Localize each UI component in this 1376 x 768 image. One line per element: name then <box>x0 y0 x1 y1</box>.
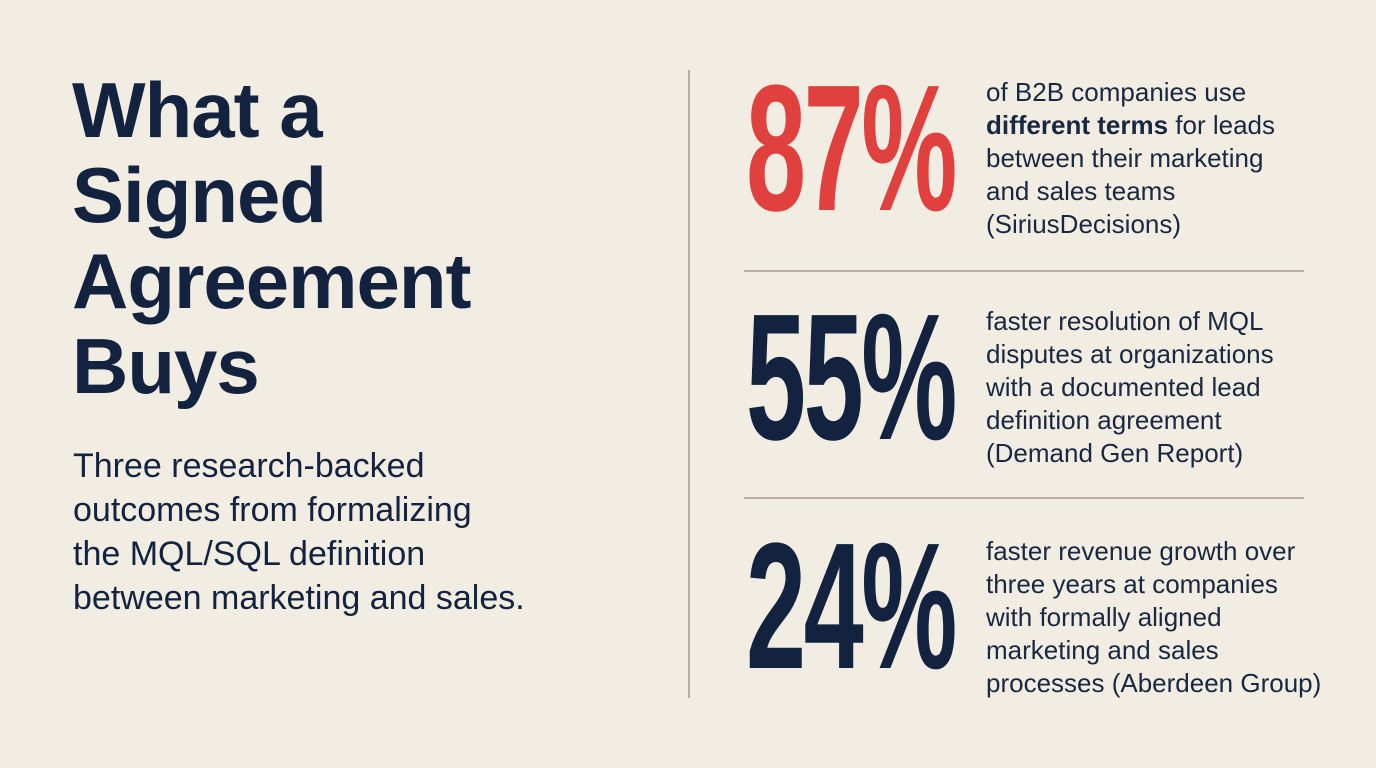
title-line: Agreement <box>72 237 471 325</box>
title-line: Buys <box>72 322 259 410</box>
text-segment: faster resolution of MQL <box>986 306 1263 336</box>
stat-description-line: with formally aligned <box>985 602 1222 632</box>
stat-description-line: between their marketing <box>986 143 1263 173</box>
title-line: Signed <box>72 151 326 239</box>
stat-description-line: definition agreement <box>986 405 1222 435</box>
stat-description-line: of B2B companies use <box>986 77 1246 107</box>
text-segment: definition agreement <box>986 405 1222 435</box>
subtitle-line: the MQL/SQL definition <box>73 535 425 573</box>
text-segment: between their marketing <box>986 143 1263 173</box>
stat-description-line: (SiriusDecisions) <box>986 209 1181 239</box>
stat-number-group: 55% <box>746 278 958 478</box>
stat-description-line: (Demand Gen Report) <box>986 438 1243 468</box>
stat-number: 24% <box>746 507 955 707</box>
subtitle-line: between marketing and sales. <box>73 579 525 617</box>
stat-description-line: faster resolution of MQL <box>986 306 1263 336</box>
text-segment: marketing and sales <box>986 635 1219 665</box>
stat-description-line: and sales teams <box>986 176 1175 206</box>
stat-description-line: with a documented lead <box>985 372 1261 402</box>
text-segment: disputes at organizations <box>986 339 1274 369</box>
text-segment: and sales teams <box>986 176 1175 206</box>
text-segment: with formally aligned <box>985 602 1222 632</box>
text-segment: with a documented lead <box>985 372 1261 402</box>
text-segment: (SiriusDecisions) <box>986 209 1181 239</box>
stat-description-line: processes (Aberdeen Group) <box>986 668 1321 698</box>
text-segment: processes (Aberdeen Group) <box>986 668 1321 698</box>
bold-text: different terms <box>986 110 1168 140</box>
text-segment: of B2B companies use <box>986 77 1246 107</box>
text-segment: (Demand Gen Report) <box>986 438 1243 468</box>
stat-number-group: 87% <box>746 49 958 249</box>
title-line: What a <box>72 66 323 154</box>
text-segment: for leads <box>1168 110 1275 140</box>
stat-description-line: disputes at organizations <box>986 339 1274 369</box>
stat-description-line: different terms for leads <box>986 110 1275 140</box>
stat-description-line: three years at companies <box>986 569 1278 599</box>
text-segment: faster revenue growth over <box>986 536 1296 566</box>
stat-number: 87% <box>746 49 955 249</box>
stat-number: 55% <box>746 278 955 478</box>
stat-description-line: faster revenue growth over <box>986 536 1296 566</box>
stat-description-line: marketing and sales <box>986 635 1219 665</box>
text-segment: three years at companies <box>986 569 1278 599</box>
stat-number-group: 24% <box>746 507 958 707</box>
subtitle-line: outcomes from formalizing <box>73 491 472 529</box>
subtitle-line: Three research-backed <box>73 447 425 485</box>
